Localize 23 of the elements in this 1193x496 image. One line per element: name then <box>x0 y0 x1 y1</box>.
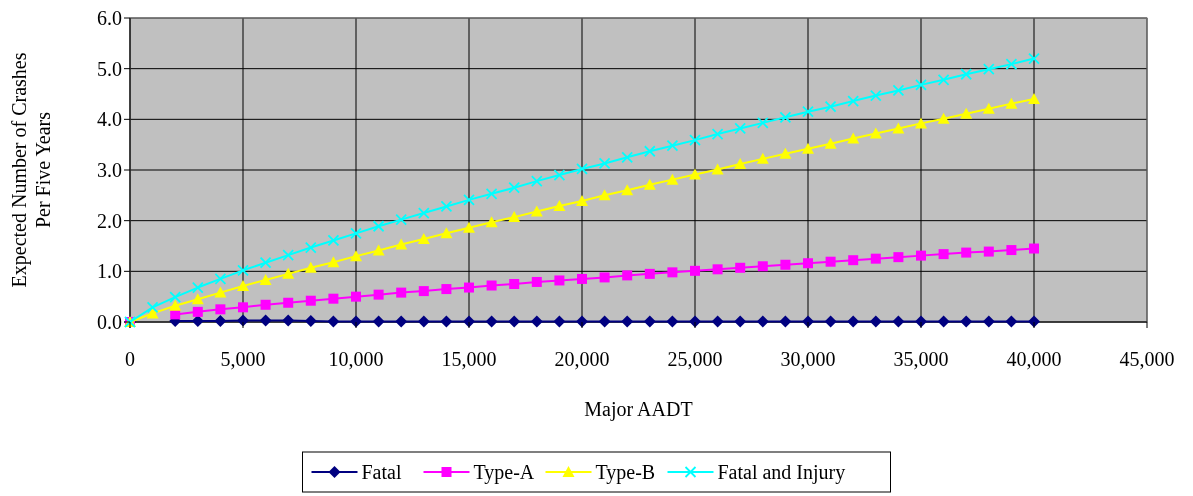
x-tick-label: 45,000 <box>1119 348 1175 370</box>
legend-label: Fatal <box>361 461 402 483</box>
x-tick-label: 35,000 <box>893 348 949 370</box>
y-tick-label: 5.0 <box>97 57 122 80</box>
y-tick-label: 6.0 <box>97 7 122 29</box>
x-axis-title: Major AADT <box>584 398 693 421</box>
y-axis-title: Expected Number of Crashes Per Five Years <box>8 52 54 288</box>
x-tick-label: 5,000 <box>220 348 266 370</box>
legend-label: Type-B <box>595 461 656 484</box>
legend-label: Fatal and Injury <box>717 461 846 484</box>
x-tick-label: 15,000 <box>441 348 497 370</box>
x-tick-label: 20,000 <box>554 348 610 370</box>
x-tick-label: 30,000 <box>780 348 836 370</box>
x-tick-label: 0 <box>125 348 135 370</box>
y-tick-label: 0.0 <box>97 311 122 333</box>
legend-label: Type-A <box>473 461 535 484</box>
x-tick-label: 25,000 <box>667 348 723 370</box>
x-tick-label: 10,000 <box>328 348 384 370</box>
y-tick-label: 4.0 <box>97 108 122 131</box>
y-tick-label: 1.0 <box>97 260 122 283</box>
x-tick-label: 40,000 <box>1006 348 1062 370</box>
y-tick-label: 2.0 <box>97 209 122 232</box>
y-tick-label: 3.0 <box>97 159 122 181</box>
